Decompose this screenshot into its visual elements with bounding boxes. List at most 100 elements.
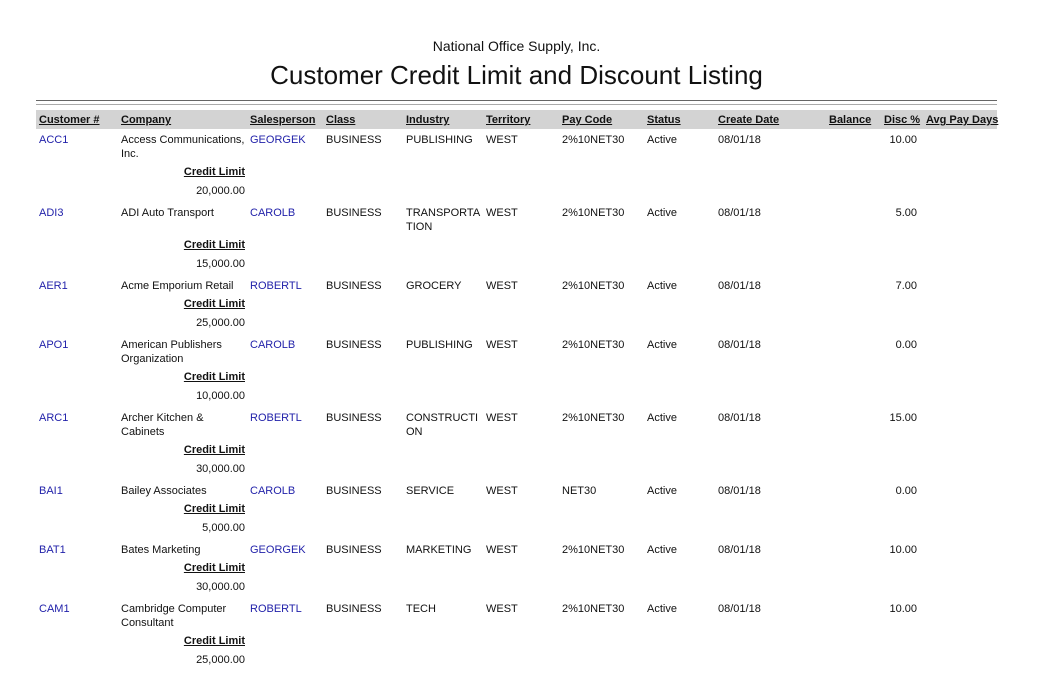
disc-cell: 15.00 — [889, 412, 917, 424]
class-cell: BUSINESS — [326, 207, 382, 219]
status-cell: Active — [647, 339, 677, 351]
col-customer[interactable]: Customer # — [39, 114, 100, 126]
table-row: CAM1 Cambridge Computer Consultant ROBERTL… — [36, 602, 997, 675]
customer-link[interactable]: CAM1 — [39, 603, 70, 615]
create-date-cell: 08/01/18 — [718, 280, 761, 292]
status-cell: Active — [647, 603, 677, 615]
industry-cell: PUBLISHING — [406, 134, 473, 146]
col-balance[interactable]: Balance — [829, 114, 872, 126]
status-cell: Active — [647, 412, 677, 424]
create-date-cell: 08/01/18 — [718, 134, 761, 146]
credit-limit-value: 20,000.00 — [196, 185, 245, 197]
company-cell: Bates Marketing — [121, 544, 201, 556]
customer-link[interactable]: ARC1 — [39, 412, 69, 424]
credit-limit-value: 10,000.00 — [196, 390, 245, 402]
status-cell: Active — [647, 207, 677, 219]
customer-link[interactable]: APO1 — [39, 339, 69, 351]
territory-cell: WEST — [486, 412, 518, 424]
class-cell: BUSINESS — [326, 544, 382, 556]
salesperson-link[interactable]: CAROLB — [250, 207, 296, 219]
col-industry[interactable]: Industry — [406, 114, 450, 126]
col-class[interactable]: Class — [326, 114, 356, 126]
credit-limit-label: Credit Limit — [183, 239, 245, 251]
col-pay-code[interactable]: Pay Code — [562, 114, 613, 126]
credit-limit-label: Credit Limit — [183, 635, 245, 647]
credit-limit-value: 25,000.00 — [196, 654, 245, 666]
territory-cell: WEST — [486, 339, 518, 351]
col-company[interactable]: Company — [121, 114, 172, 126]
company-name: National Office Supply, Inc. — [432, 38, 601, 54]
pay-code-cell: 2%10NET30 — [562, 134, 625, 146]
disc-cell: 7.00 — [895, 280, 917, 292]
credit-limit-value: 25,000.00 — [196, 317, 245, 329]
salesperson-link[interactable]: ROBERTL — [250, 603, 302, 615]
report-title: Customer Credit Limit and Discount Listi… — [270, 60, 763, 90]
industry-cell: CONSTRUCTION — [406, 412, 479, 438]
territory-cell: WEST — [486, 280, 518, 292]
pay-code-cell: 2%10NET30 — [562, 412, 625, 424]
credit-limit-label: Credit Limit — [183, 371, 245, 383]
territory-cell: WEST — [486, 207, 518, 219]
credit-limit-label: Credit Limit — [183, 562, 245, 574]
pay-code-cell: 2%10NET30 — [562, 544, 625, 556]
credit-limit-label: Credit Limit — [183, 166, 245, 178]
salesperson-link[interactable]: ROBERTL — [250, 280, 302, 292]
company-cell: Access Communications, Inc. — [121, 134, 245, 160]
create-date-cell: 08/01/18 — [718, 603, 761, 615]
credit-limit-label: Credit Limit — [183, 503, 245, 515]
territory-cell: WEST — [486, 485, 518, 497]
class-cell: BUSINESS — [326, 134, 382, 146]
customer-link[interactable]: AER1 — [39, 280, 68, 292]
company-cell: Cambridge Computer Consultant — [121, 603, 227, 629]
pay-code-cell: 2%10NET30 — [562, 339, 625, 351]
status-cell: Active — [647, 280, 677, 292]
customer-link[interactable]: ACC1 — [39, 134, 69, 146]
col-salesperson[interactable]: Salesperson — [250, 114, 316, 126]
report-body: ACC1 Access Communications, Inc. GEORGEK BU… — [36, 133, 997, 675]
pay-code-cell: 2%10NET30 — [562, 280, 625, 292]
salesperson-link[interactable]: CAROLB — [250, 339, 296, 351]
status-cell: Active — [647, 134, 677, 146]
territory-cell: WEST — [486, 134, 518, 146]
status-cell: Active — [647, 544, 677, 556]
industry-cell: TRANSPORTATION — [406, 207, 481, 233]
industry-cell: SERVICE — [406, 485, 455, 497]
create-date-cell: 08/01/18 — [718, 485, 761, 497]
class-cell: BUSINESS — [326, 603, 382, 615]
create-date-cell: 08/01/18 — [718, 339, 761, 351]
credit-limit-value: 30,000.00 — [196, 463, 245, 475]
col-status[interactable]: Status — [647, 114, 681, 126]
class-cell: BUSINESS — [326, 412, 382, 424]
class-cell: BUSINESS — [326, 339, 382, 351]
salesperson-link[interactable]: ROBERTL — [250, 412, 302, 424]
class-cell: BUSINESS — [326, 485, 382, 497]
col-disc[interactable]: Disc % — [884, 114, 921, 126]
salesperson-link[interactable]: GEORGEK — [250, 544, 306, 556]
credit-limit-value: 15,000.00 — [196, 258, 245, 270]
table-row: ADI3 ADI Auto Transport CAROLB BUSINESS TRAN… — [36, 206, 997, 279]
table-row: BAT1 Bates Marketing GEORGEK BUSINESS MARKET… — [36, 543, 997, 602]
disc-cell: 10.00 — [889, 603, 917, 615]
company-cell: Archer Kitchen & Cabinets — [121, 412, 204, 438]
customer-link[interactable]: BAT1 — [39, 544, 66, 556]
salesperson-link[interactable]: GEORGEK — [250, 134, 306, 146]
class-cell: BUSINESS — [326, 280, 382, 292]
industry-cell: MARKETING — [406, 544, 472, 556]
table-row: BAI1 Bailey Associates CAROLB BUSINESS SERVI… — [36, 484, 997, 543]
col-create-date[interactable]: Create Date — [718, 114, 780, 126]
status-cell: Active — [647, 485, 677, 497]
pay-code-cell: NET30 — [562, 485, 597, 497]
company-cell: Bailey Associates — [121, 485, 207, 497]
disc-cell: 0.00 — [895, 339, 917, 351]
col-territory[interactable]: Territory — [486, 114, 531, 126]
pay-code-cell: 2%10NET30 — [562, 207, 625, 219]
credit-limit-value: 30,000.00 — [196, 581, 245, 593]
col-avg-pay-days[interactable]: Avg Pay Days — [926, 114, 999, 126]
customer-link[interactable]: BAI1 — [39, 485, 63, 497]
credit-limit-label: Credit Limit — [183, 444, 245, 456]
salesperson-link[interactable]: CAROLB — [250, 485, 296, 497]
create-date-cell: 08/01/18 — [718, 544, 761, 556]
divider — [36, 100, 997, 101]
customer-link[interactable]: ADI3 — [39, 207, 64, 219]
